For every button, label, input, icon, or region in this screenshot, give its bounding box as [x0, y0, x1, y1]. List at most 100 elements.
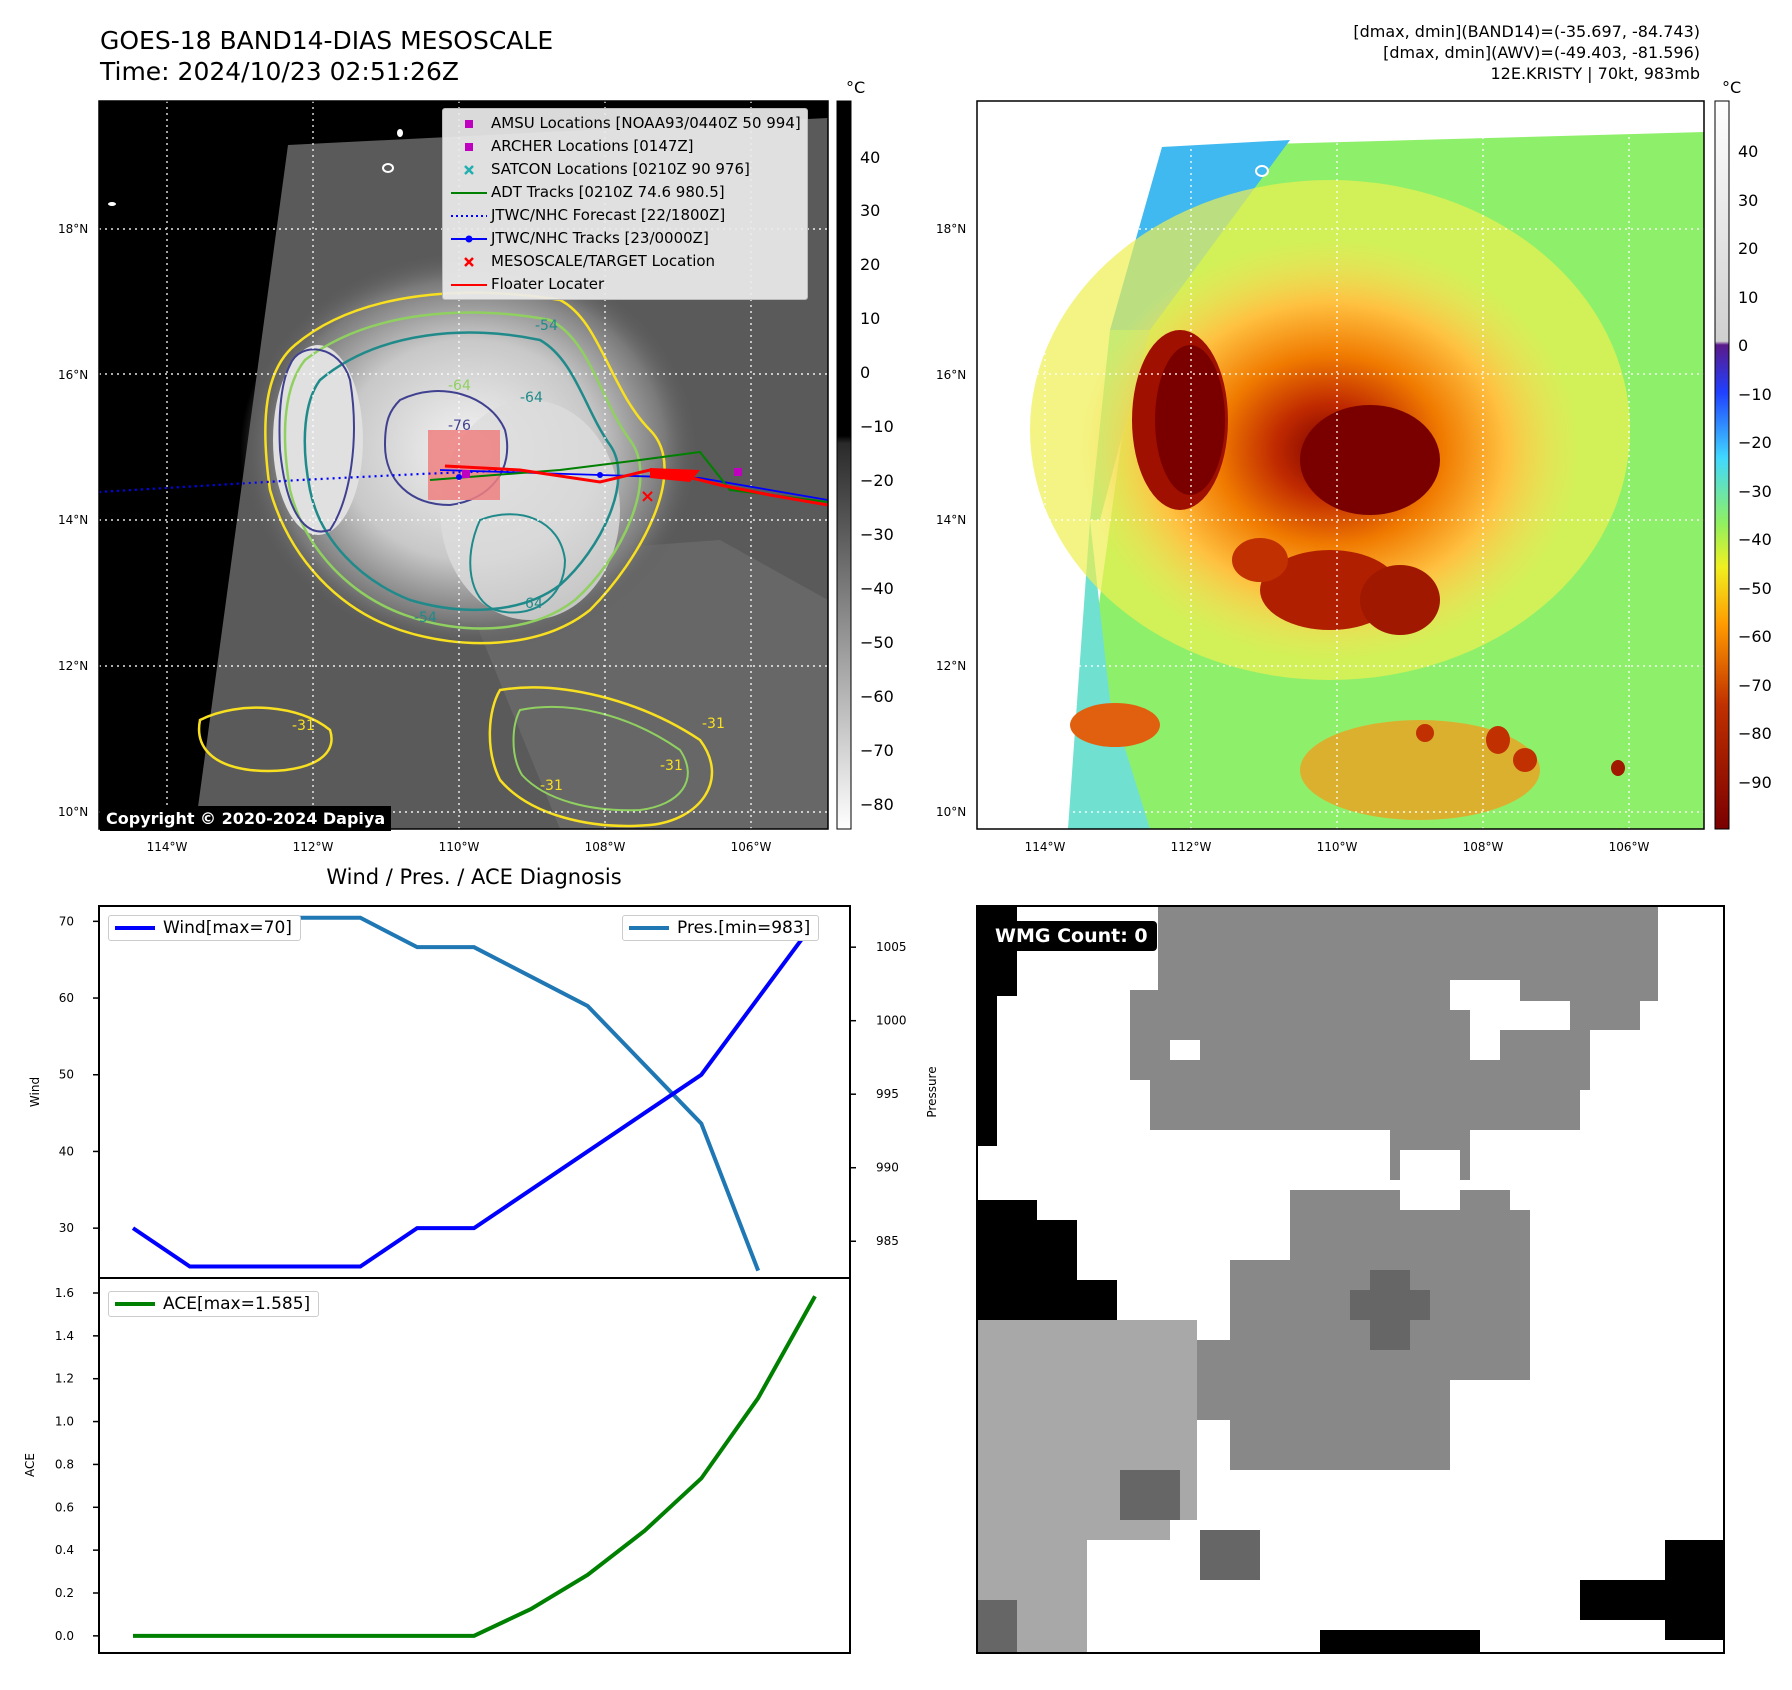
colorbar-tick: −40: [1738, 530, 1772, 549]
colorbar-tick: 40: [1738, 142, 1758, 161]
ace-axis-label: ACE: [23, 1453, 37, 1477]
legend-label: SATCON Locations [0210Z 90 976]: [491, 160, 750, 178]
lon-label: 106°W: [1609, 840, 1650, 854]
colorbar-tick: 10: [1738, 288, 1758, 307]
colorbar-tick: 0: [860, 363, 870, 382]
awv-range: [dmax, dmin](AWV)=(-49.403, -81.596): [1383, 43, 1700, 62]
pressure-ytick-label: 1005: [876, 940, 907, 954]
wind-ytick-label: 60: [59, 991, 74, 1005]
lon-label: 114°W: [147, 840, 188, 854]
legend-entry: ARCHER Locations [0147Z]: [447, 135, 801, 158]
x-marker-icon: [447, 250, 491, 273]
legend-label: MESOSCALE/TARGET Location: [491, 252, 716, 270]
line-icon: [447, 273, 491, 296]
wind-legend-line: [115, 926, 155, 930]
ace-ytick-label: 1.4: [55, 1329, 74, 1343]
wind-ytick-label: 70: [59, 914, 74, 928]
legend-entry: SATCON Locations [0210Z 90 976]: [447, 158, 801, 181]
storm-info: 12E.KRISTY | 70kt, 983mb: [1490, 64, 1701, 83]
dotted-line-icon: [447, 204, 491, 227]
colorbar-tick: −80: [1738, 724, 1772, 743]
colorbar-unit: °C: [1722, 78, 1741, 97]
colorbar-tick: −30: [1738, 482, 1772, 501]
legend-label: AMSU Locations [NOAA93/0440Z 50 994]: [491, 114, 801, 132]
legend-entry: JTWC/NHC Tracks [23/0000Z]: [447, 227, 801, 250]
legend-entry: Floater Locater: [447, 273, 801, 296]
legend-entry: JTWC/NHC Forecast [22/1800Z]: [447, 204, 801, 227]
colorbar-tick: −90: [1738, 773, 1772, 792]
ace-ytick-label: 1.2: [55, 1372, 74, 1386]
line-icon: [447, 181, 491, 204]
line-dot-icon: [447, 227, 491, 250]
x-marker-icon: [447, 158, 491, 181]
colorbar-tick: −50: [1738, 579, 1772, 598]
wind-legend: Wind[max=70]: [108, 915, 301, 941]
ace-ytick-label: 0.8: [55, 1457, 74, 1471]
wmg-count-label: WMG Count: 0: [986, 921, 1157, 951]
ace-legend: ACE[max=1.585]: [108, 1291, 320, 1317]
contour-label: -64: [520, 390, 543, 406]
lon-label: 108°W: [585, 840, 626, 854]
ace-legend-line: [115, 1302, 155, 1306]
colorbar-tick: −10: [860, 417, 894, 436]
wind-pressure-axes: [98, 905, 851, 1279]
lon-label: 106°W: [731, 840, 772, 854]
legend-label: JTWC/NHC Tracks [23/0000Z]: [491, 229, 709, 247]
colorbar-unit: °C: [846, 78, 865, 97]
contour-label: -54: [414, 610, 437, 626]
right-colorbar: [1714, 100, 1730, 830]
colorbar-tick: 30: [860, 201, 880, 220]
colorbar-tick: −70: [1738, 676, 1772, 695]
colorbar-tick: 30: [1738, 191, 1758, 210]
lat-label: 14°N: [936, 513, 966, 527]
ace-series-line: [133, 1295, 817, 1638]
lon-label: 114°W: [1025, 840, 1066, 854]
lon-label: 110°W: [439, 840, 480, 854]
contour-label: -31: [660, 758, 683, 774]
wind-plot-title: Wind / Pres. / ACE Diagnosis: [326, 865, 621, 889]
colorbar-tick: −50: [860, 633, 894, 652]
colorbar-tick: 10: [860, 309, 880, 328]
legend-entry: MESOSCALE/TARGET Location: [447, 250, 801, 273]
pressure-ytick-label: 985: [876, 1234, 899, 1248]
lat-label: 16°N: [58, 368, 88, 382]
right-ir-map: [977, 101, 1704, 829]
map-legend: AMSU Locations [NOAA93/0440Z 50 994] ARC…: [442, 108, 808, 300]
pressure-legend: Pres.[min=983]: [622, 915, 820, 941]
pressure-legend-label: Pres.[min=983]: [677, 918, 811, 938]
ace-ytick-label: 0.4: [55, 1543, 74, 1557]
lat-label: 12°N: [58, 659, 88, 673]
wind-ytick-label: 30: [59, 1221, 74, 1235]
ace-legend-label: ACE[max=1.585]: [163, 1294, 311, 1314]
lon-label: 112°W: [293, 840, 334, 854]
ace-ytick-label: 0.0: [55, 1629, 74, 1643]
colorbar-tick: −80: [860, 795, 894, 814]
ace-ytick-label: 0.6: [55, 1500, 74, 1514]
legend-label: ADT Tracks [0210Z 74.6 980.5]: [491, 183, 725, 201]
legend-label: ARCHER Locations [0147Z]: [491, 137, 694, 155]
pressure-ytick-label: 1000: [876, 1014, 907, 1028]
lat-label: 12°N: [936, 659, 966, 673]
square-marker-icon: [447, 112, 491, 135]
figure-time: Time: 2024/10/23 02:51:26Z: [100, 57, 459, 86]
colorbar-tick: 20: [1738, 239, 1758, 258]
colorbar-tick: −20: [1738, 433, 1772, 452]
lat-label: 18°N: [936, 222, 966, 236]
pressure-ytick-label: 990: [876, 1161, 899, 1175]
wind-ytick-label: 50: [59, 1068, 74, 1082]
left-colorbar: [836, 100, 852, 830]
lat-label: 16°N: [936, 368, 966, 382]
colorbar-tick: −40: [860, 579, 894, 598]
ace-axes: [98, 1277, 851, 1654]
pressure-axis-label: Pressure: [925, 1066, 939, 1117]
contour-label: -76: [448, 418, 471, 434]
copyright-label: Copyright © 2020-2024 Dapiya: [100, 806, 392, 831]
colorbar-tick: −20: [860, 471, 894, 490]
lat-label: 18°N: [58, 222, 88, 236]
legend-entry: ADT Tracks [0210Z 74.6 980.5]: [447, 181, 801, 204]
contour-label: -31: [540, 778, 563, 794]
pressure-ytick-label: 995: [876, 1087, 899, 1101]
contour-label: -31: [702, 716, 725, 732]
lon-label: 110°W: [1317, 840, 1358, 854]
